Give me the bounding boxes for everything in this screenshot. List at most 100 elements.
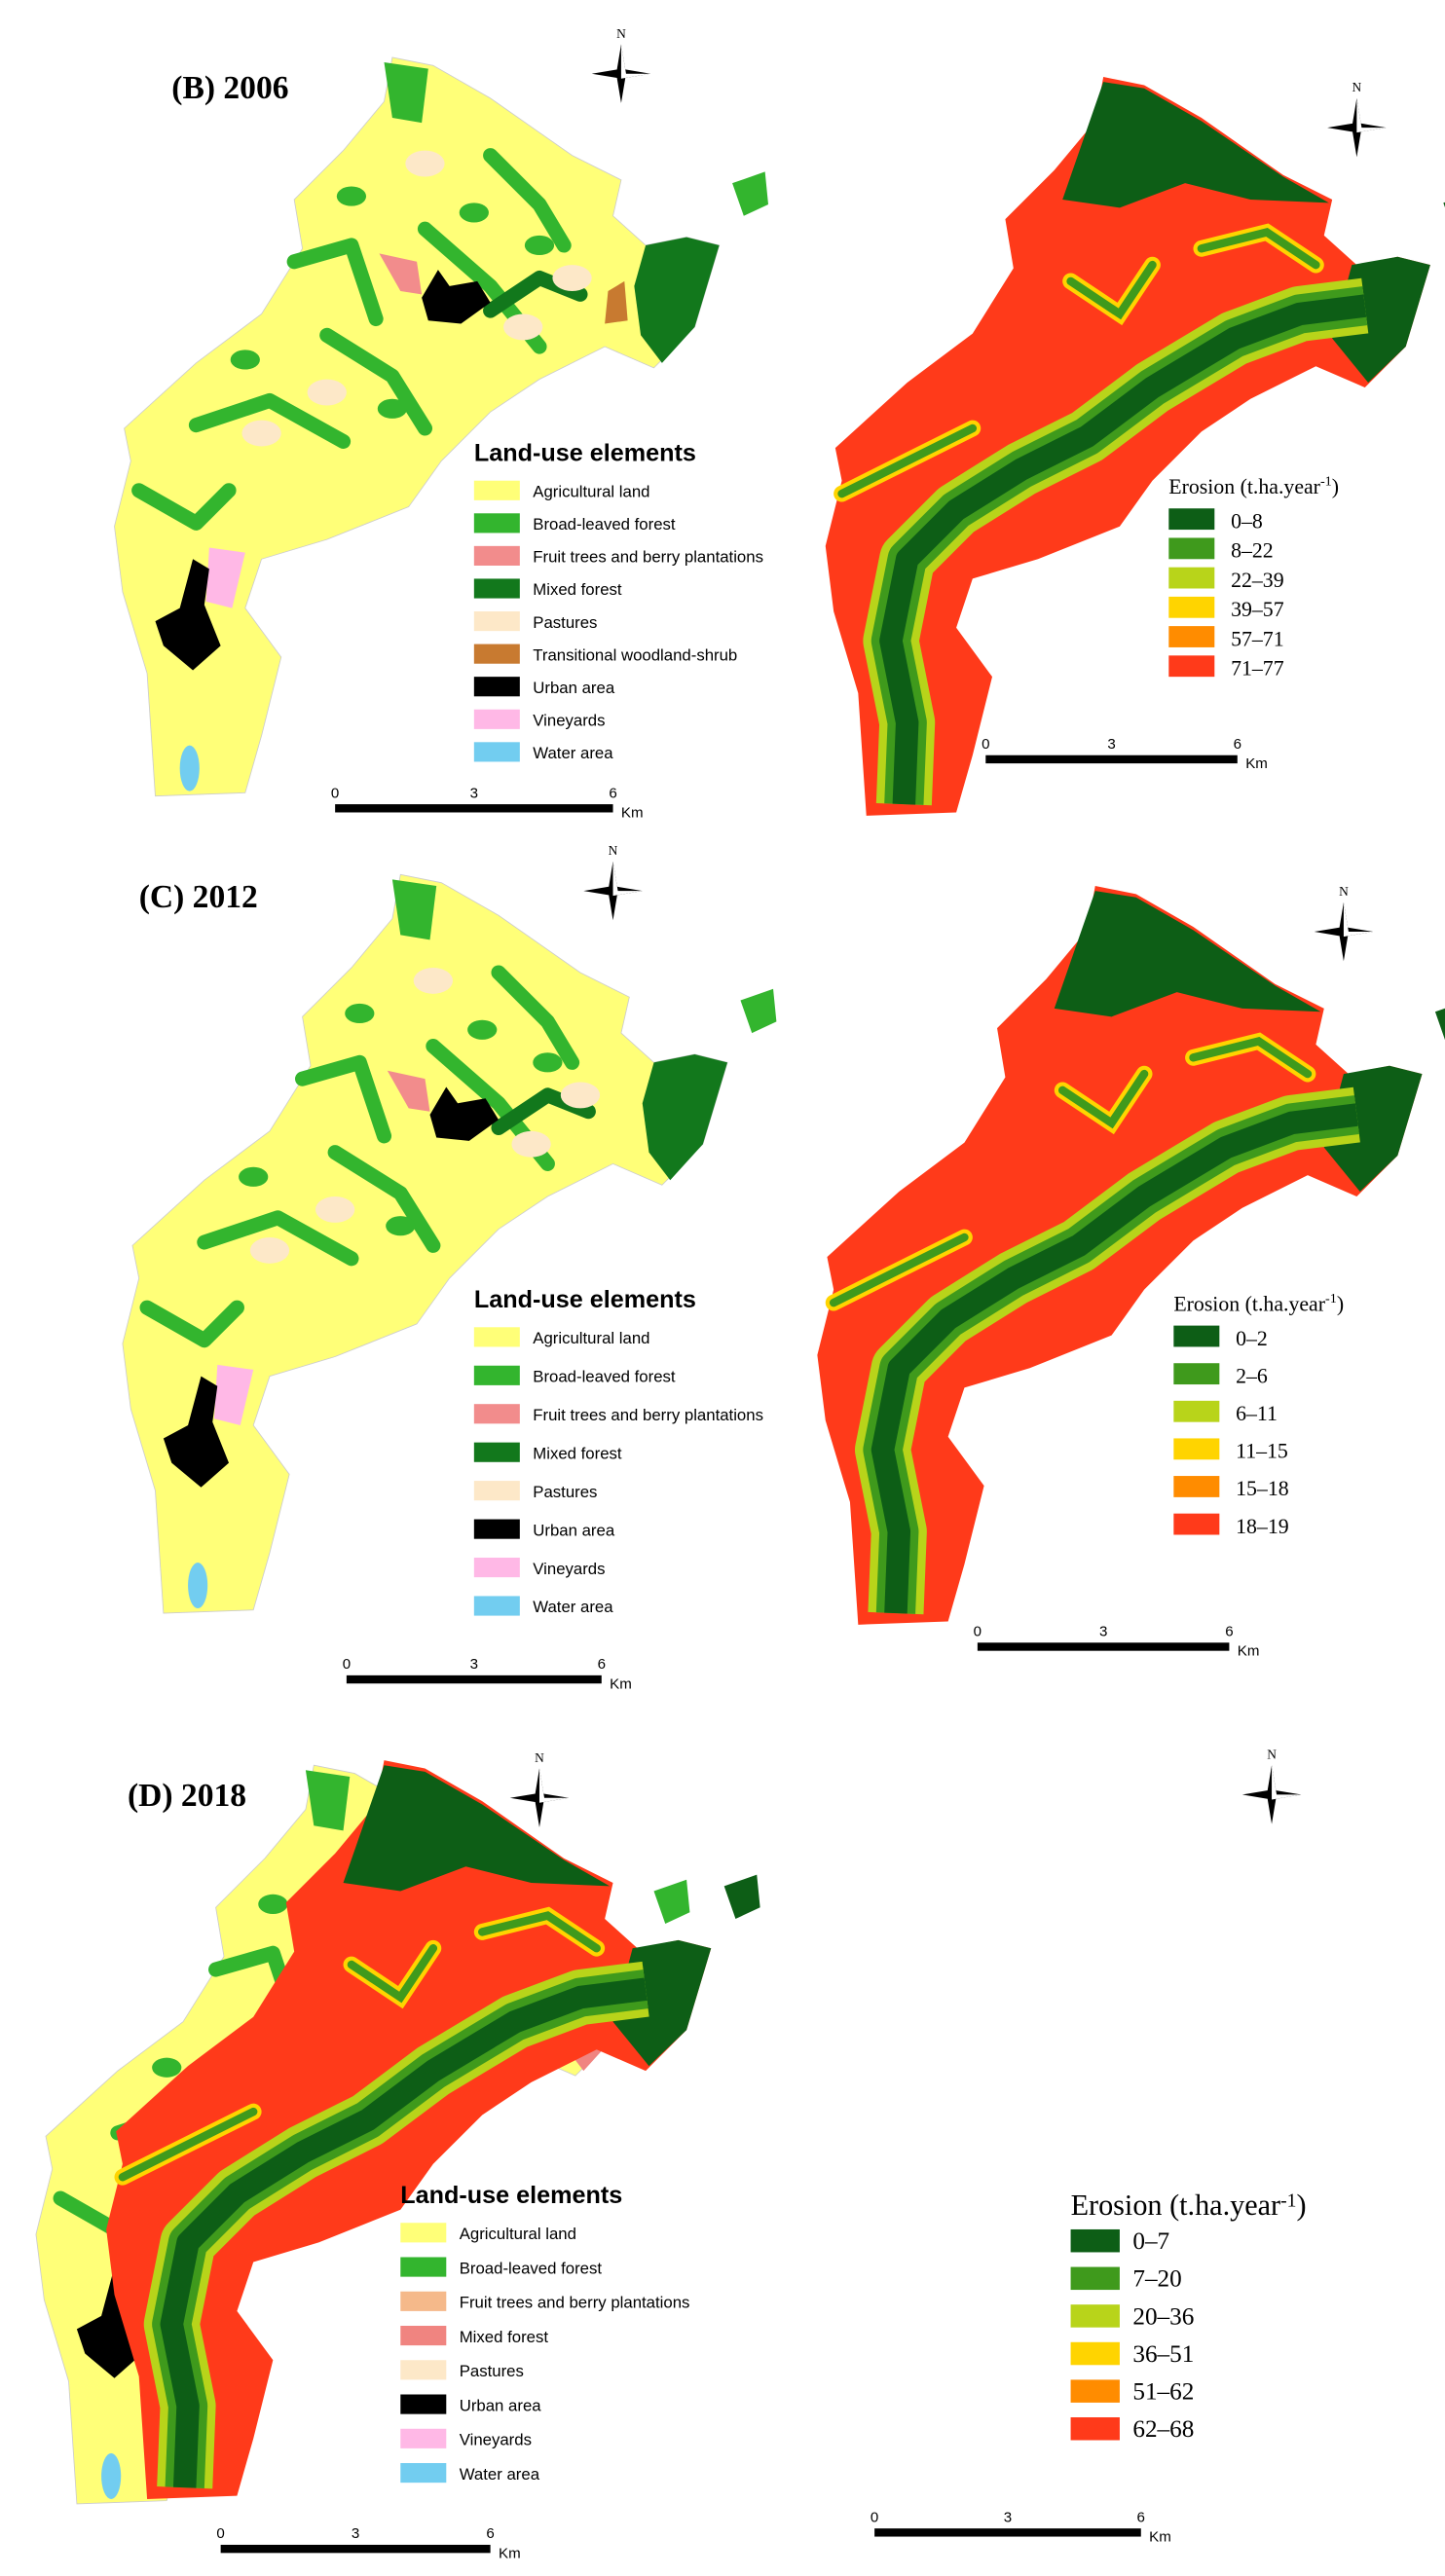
north-arrow-half [538, 1768, 570, 1803]
land-use-map [122, 873, 777, 1614]
legend-swatch [1173, 1400, 1220, 1422]
legend-swatch [473, 1519, 520, 1539]
legend-label: 2–6 [1236, 1364, 1268, 1387]
erosion-band [347, 1944, 438, 2004]
water-patch [179, 745, 200, 791]
legend-swatch [473, 1404, 520, 1424]
legend-label: Agricultural land [533, 482, 649, 500]
north-arrow-half [1343, 902, 1374, 938]
legend-swatch [1168, 537, 1215, 560]
pasture-patch [405, 150, 445, 177]
legend-title: Land-use elements [474, 1286, 696, 1313]
legend-label: Pastures [460, 2362, 524, 2380]
legend-label: 20–36 [1132, 2303, 1194, 2330]
legend-label: 0–8 [1231, 509, 1263, 533]
legend-title-end: ) [1296, 2189, 1306, 2222]
legend-label: Fruit trees and berry plantations [533, 548, 763, 567]
legend-title-end: ) [1332, 475, 1339, 498]
legend-label: Broad-leaved forest [533, 515, 676, 534]
north-arrow-half [620, 44, 651, 79]
scale-tick-label: 6 [609, 785, 616, 801]
urban-patch [163, 1376, 230, 1488]
legend-label: Urban area [460, 2396, 542, 2414]
legend-swatch [473, 1557, 520, 1578]
forest-patch [391, 879, 437, 940]
scale-unit: Km [499, 2545, 521, 2561]
legend-swatch [473, 611, 520, 632]
forest-blob [239, 1166, 269, 1187]
legend-label: 51–62 [1132, 2379, 1194, 2406]
legend-swatch [473, 578, 520, 599]
legend-swatch [400, 2257, 447, 2277]
map-base [817, 886, 1423, 1625]
legend-label: 36–51 [1132, 2341, 1194, 2368]
erosion-map [106, 1760, 760, 2499]
legend-label: Vineyards [533, 712, 605, 730]
erosion-band [1066, 260, 1157, 320]
erosion-band [478, 1911, 601, 1953]
legend-title-sup: -1 [1320, 474, 1332, 490]
legend-label: Urban area [533, 1521, 615, 1539]
scale-tick-label: 3 [1107, 736, 1115, 753]
legend-swatch [473, 644, 520, 664]
urban-patch [422, 270, 491, 324]
scale-tick-label: 0 [331, 785, 339, 801]
legend-swatch [473, 709, 520, 729]
map-base [825, 77, 1430, 816]
scale-unit: Km [610, 1675, 632, 1692]
legend-title: Land-use elements [474, 440, 696, 467]
scale-tick-label: 6 [1137, 2509, 1145, 2525]
panel: (C) 2012 Land-use elements Agricultural la… [122, 843, 1445, 1692]
forest-patch [740, 988, 777, 1034]
panel-title: (D) 2018 [128, 1778, 246, 1814]
legend-label: 39–57 [1231, 598, 1284, 621]
forest-strip [483, 148, 572, 253]
erosion-band [837, 423, 978, 498]
scale-tick-label: 6 [598, 1656, 606, 1673]
erosion-band [160, 1977, 648, 2488]
legend-label: Mixed forest [533, 580, 622, 599]
erosion-band [1189, 1036, 1313, 1079]
vineyard-patch [213, 1364, 254, 1426]
legend-label: Water area [533, 1598, 613, 1616]
forest-strip [319, 327, 433, 436]
legend-label: Fruit trees and berry plantations [533, 1406, 763, 1424]
legend-label: Urban area [533, 679, 615, 697]
panel-title: (B) 2006 [171, 70, 288, 106]
legend-title: Land-use elements [400, 2182, 622, 2209]
legend-swatch [473, 1481, 520, 1501]
legend-label: Vineyards [460, 2431, 532, 2449]
legend-swatch [473, 1327, 520, 1347]
legend-label: Pastures [533, 1483, 597, 1501]
legend-label: Agricultural land [533, 1329, 649, 1347]
legend-swatch [400, 2291, 447, 2311]
scale-unit: Km [1149, 2529, 1171, 2546]
erosion-zone [343, 1765, 611, 1892]
legend-swatch [1168, 596, 1215, 618]
scale-tick-label: 6 [486, 2525, 494, 2542]
scale-bar [874, 2528, 1141, 2537]
erosion-zone [1434, 1008, 1445, 1041]
legend-swatch [400, 2394, 447, 2414]
legend-label: 22–39 [1231, 569, 1284, 592]
pasture-patch [503, 313, 543, 341]
legend-label: 18–19 [1236, 1515, 1289, 1538]
scale-unit: Km [1245, 755, 1268, 772]
forest-blob [524, 235, 555, 256]
pasture-patch [241, 420, 281, 447]
legend-title-sup: -1 [1280, 2190, 1296, 2211]
forest-blob [533, 1052, 563, 1073]
legend-title-text: Erosion (t.ha.year [1173, 1293, 1325, 1316]
forest-strip [131, 483, 237, 531]
legend-swatch [473, 1365, 520, 1385]
legend-swatch [1070, 2341, 1120, 2366]
forest-blob [345, 1003, 375, 1024]
water-patch [101, 2452, 122, 2499]
scale-tick-label: 0 [982, 736, 989, 753]
forest-blob [467, 1019, 498, 1040]
legend-swatch [1173, 1363, 1220, 1385]
north-label: N [609, 843, 618, 858]
legend-label: 62–68 [1132, 2416, 1194, 2443]
legend-label: 8–22 [1231, 539, 1274, 563]
